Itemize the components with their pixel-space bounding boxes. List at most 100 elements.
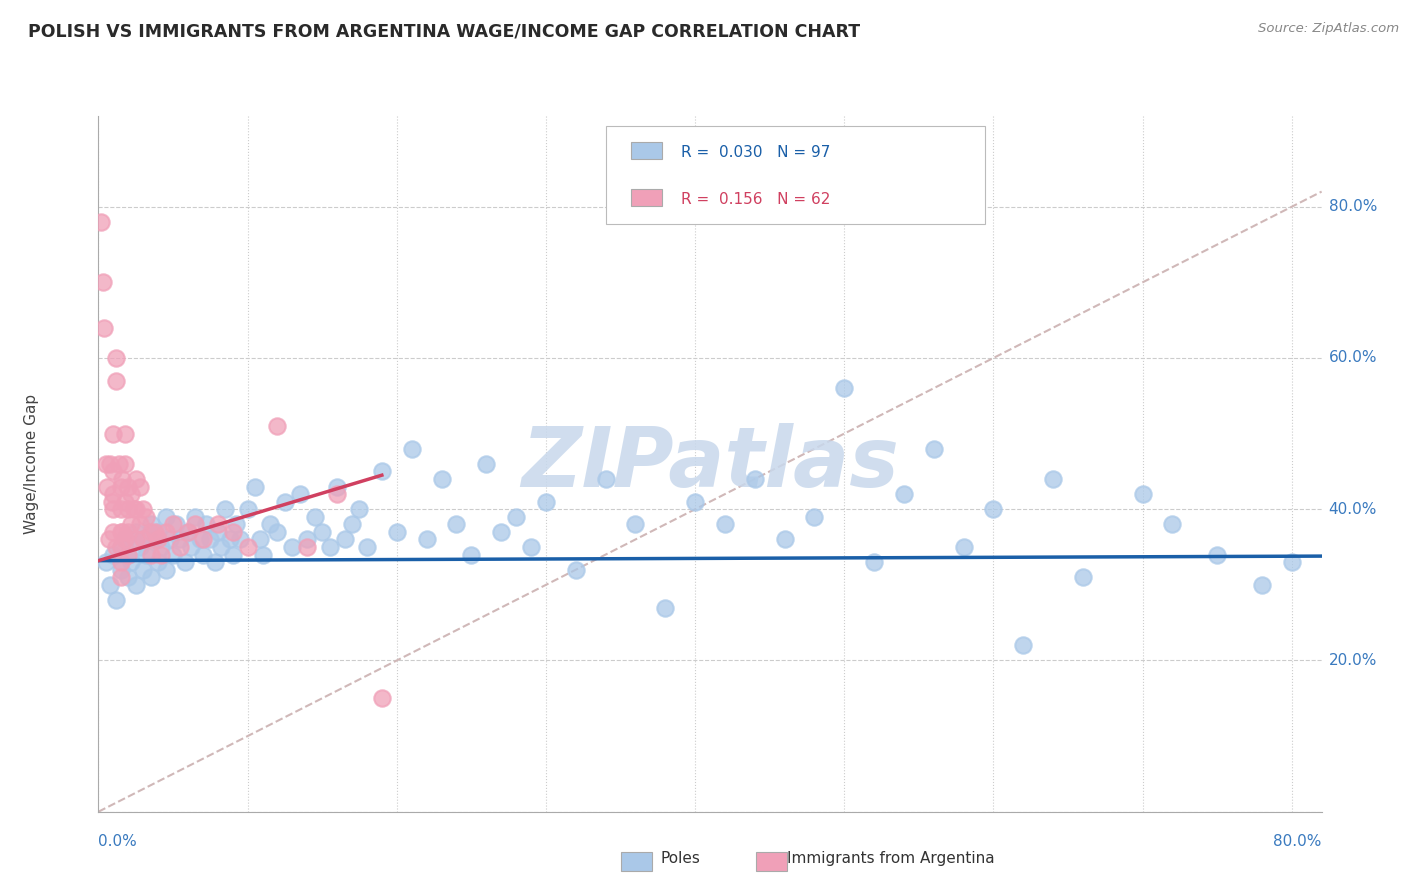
Point	[94, 457, 117, 471]
Point	[1132, 487, 1154, 501]
Point	[983, 502, 1005, 516]
Point	[150, 548, 173, 562]
Point	[952, 540, 974, 554]
Point	[200, 533, 222, 547]
Point	[159, 533, 181, 547]
Point	[177, 524, 200, 539]
Point	[105, 593, 128, 607]
Point	[155, 524, 177, 539]
Point	[146, 533, 169, 547]
Point	[105, 540, 128, 554]
Point	[103, 548, 125, 562]
Point	[114, 494, 136, 508]
Point	[117, 524, 139, 539]
Point	[129, 540, 152, 554]
Point	[207, 524, 229, 539]
Point	[146, 524, 169, 539]
Point	[110, 479, 132, 493]
Point	[194, 517, 217, 532]
Point	[654, 600, 676, 615]
Point	[326, 487, 349, 501]
Point	[98, 457, 121, 471]
Point	[101, 494, 124, 508]
Point	[281, 540, 304, 554]
Point	[333, 533, 356, 547]
Point	[110, 555, 132, 569]
Point	[174, 555, 197, 569]
Bar	[630, 142, 662, 159]
Point	[243, 479, 266, 493]
Point	[832, 381, 855, 395]
Point	[114, 533, 136, 547]
Point	[111, 524, 134, 539]
Text: 40.0%: 40.0%	[1329, 501, 1376, 516]
Point	[534, 494, 557, 508]
Text: 20.0%: 20.0%	[1329, 653, 1376, 668]
Point	[97, 533, 120, 547]
Point	[110, 540, 132, 554]
Point	[460, 548, 482, 562]
Point	[446, 517, 468, 532]
Point	[863, 555, 886, 569]
Point	[326, 479, 349, 493]
Point	[683, 494, 706, 508]
Point	[209, 540, 232, 554]
Point	[180, 540, 202, 554]
Point	[125, 524, 148, 539]
Point	[139, 548, 162, 562]
Point	[236, 502, 259, 516]
Point	[103, 426, 125, 441]
Point	[135, 509, 157, 524]
Point	[207, 517, 229, 532]
Point	[221, 524, 243, 539]
Point	[297, 540, 319, 554]
Point	[415, 533, 437, 547]
Text: Immigrants from Argentina: Immigrants from Argentina	[787, 851, 995, 865]
Point	[624, 517, 647, 532]
Point	[371, 691, 394, 706]
Point	[117, 548, 139, 562]
Point	[125, 472, 148, 486]
Point	[1161, 517, 1184, 532]
Point	[169, 533, 191, 547]
Point	[184, 509, 207, 524]
Point	[98, 578, 121, 592]
Point	[162, 548, 184, 562]
Point	[214, 502, 236, 516]
Point	[125, 578, 148, 592]
Point	[129, 479, 152, 493]
Point	[744, 472, 766, 486]
Point	[803, 509, 825, 524]
Point	[252, 548, 274, 562]
Point	[266, 524, 288, 539]
Point	[132, 533, 155, 547]
Point	[139, 570, 162, 584]
Point	[318, 540, 340, 554]
Point	[288, 487, 311, 501]
Text: R =  0.156   N = 62: R = 0.156 N = 62	[681, 192, 830, 207]
Text: 80.0%: 80.0%	[1329, 199, 1376, 214]
Point	[249, 533, 271, 547]
Text: 80.0%: 80.0%	[1274, 834, 1322, 849]
Point	[110, 502, 132, 516]
Point	[218, 533, 240, 547]
Point	[90, 215, 112, 229]
FancyBboxPatch shape	[606, 127, 986, 224]
Point	[162, 517, 184, 532]
Point	[91, 276, 114, 290]
Point	[105, 374, 128, 388]
Point	[191, 533, 214, 547]
Point	[177, 524, 200, 539]
Point	[114, 533, 136, 547]
Point	[430, 472, 453, 486]
Point	[225, 517, 247, 532]
Point	[1281, 555, 1303, 569]
Point	[117, 548, 139, 562]
Point	[117, 479, 139, 493]
Point	[259, 517, 281, 532]
Point	[120, 555, 142, 569]
Text: Poles: Poles	[661, 851, 700, 865]
Point	[188, 533, 211, 547]
Point	[110, 563, 132, 577]
Point	[401, 442, 423, 456]
